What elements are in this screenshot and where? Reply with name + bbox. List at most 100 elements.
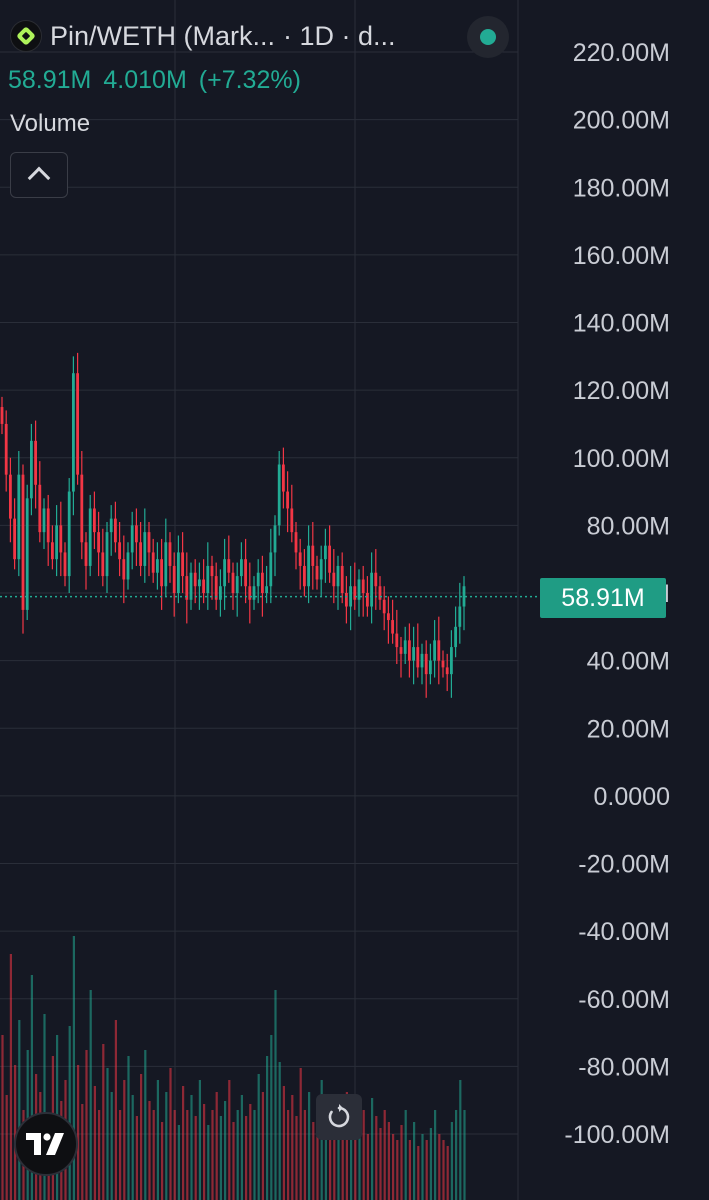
candle — [84, 532, 88, 590]
candle — [454, 606, 457, 658]
candle — [294, 521, 298, 570]
volume-bar — [274, 990, 277, 1200]
chart-grid — [0, 0, 519, 1200]
candle — [147, 521, 151, 577]
y-tick-label: -40.00M — [578, 918, 670, 946]
volume-bar — [173, 1110, 176, 1200]
market-status-button[interactable] — [467, 16, 509, 58]
candle — [412, 626, 415, 685]
volume-bar — [127, 1056, 130, 1200]
volume-bar — [308, 1092, 311, 1200]
volume-bar — [408, 1140, 411, 1200]
candle — [324, 528, 327, 583]
candle — [80, 450, 84, 560]
collapse-legend-button[interactable] — [10, 152, 68, 198]
volume-bar — [85, 1050, 88, 1200]
volume-bar — [211, 1110, 214, 1200]
volume-bar — [198, 1080, 201, 1200]
tradingview-logo-button[interactable] — [14, 1112, 78, 1176]
volume-bar — [232, 1122, 235, 1200]
volume-bar — [429, 1128, 432, 1200]
volume-bar — [316, 1104, 319, 1200]
chart-header: Pin/WETH (Mark... · 1D · d... — [10, 20, 396, 52]
candle — [139, 521, 142, 577]
volume-bar — [224, 1101, 227, 1200]
volume-bar — [270, 1035, 273, 1200]
candle — [366, 576, 369, 617]
volume-bar — [446, 1146, 449, 1200]
chevron-up-icon — [27, 166, 51, 190]
volume-bar — [438, 1134, 441, 1200]
volume-bar — [135, 1116, 138, 1200]
candle — [399, 636, 403, 678]
candle — [441, 650, 445, 678]
candle — [303, 549, 306, 597]
candle — [88, 494, 92, 577]
volume-bar — [379, 1128, 382, 1200]
volume-bar — [140, 1074, 143, 1200]
volume-bar — [190, 1095, 193, 1200]
candle — [416, 623, 420, 678]
candle — [130, 511, 134, 570]
y-tick-label: 80.00M — [587, 512, 670, 540]
volume-bar — [98, 1110, 101, 1200]
candle — [109, 505, 113, 556]
candle — [378, 576, 382, 610]
y-tick-label: 40.00M — [587, 648, 670, 676]
candle — [219, 569, 222, 617]
candle — [193, 559, 197, 604]
interval-label[interactable]: · 1D · d... — [283, 20, 396, 51]
symbol-title[interactable]: Pin/WETH (Mark... — [50, 20, 276, 51]
candle — [9, 457, 12, 543]
y-tick-label: 20.00M — [587, 715, 670, 743]
candle — [189, 562, 193, 610]
candle — [0, 396, 4, 435]
candle — [328, 525, 331, 583]
volume-bar — [110, 1092, 113, 1200]
volume-bar — [1, 1035, 4, 1200]
candle — [349, 565, 352, 631]
reset-chart-button[interactable] — [316, 1094, 362, 1140]
volume-bar — [329, 1125, 332, 1200]
volume-bar — [350, 1116, 353, 1200]
candle — [273, 515, 277, 577]
candle — [256, 559, 260, 604]
volume-bar — [156, 1080, 159, 1200]
candle — [353, 562, 357, 610]
candle — [370, 552, 373, 624]
candle — [198, 562, 201, 610]
volume-bar — [165, 1092, 168, 1200]
candle — [114, 501, 117, 553]
candle — [151, 538, 155, 583]
price-axis[interactable]: 220.00M 200.00M 180.00M 160.00M 140.00M 120.0… — [564, 39, 670, 1149]
volume-bar — [455, 1110, 458, 1200]
candle — [235, 562, 239, 617]
volume-bar — [215, 1092, 218, 1200]
candle — [261, 555, 264, 617]
candle — [156, 542, 159, 590]
candle — [122, 535, 126, 604]
candle — [13, 498, 16, 570]
volume-bar — [245, 1116, 248, 1200]
candle — [21, 464, 25, 634]
candle — [248, 562, 252, 624]
volume-bar — [93, 1086, 96, 1200]
candle — [34, 420, 37, 509]
y-tick-label: 140.00M — [573, 310, 670, 338]
volume-bar — [131, 1095, 134, 1200]
volume-bar — [287, 1110, 290, 1200]
volume-bar — [261, 1092, 264, 1200]
candle — [315, 555, 319, 590]
candle — [72, 356, 75, 516]
volume-bar — [68, 1026, 71, 1200]
volume-bar — [291, 1095, 294, 1200]
volume-bar — [333, 1098, 336, 1200]
volume-bar — [253, 1110, 256, 1200]
volume-bar — [228, 1080, 231, 1200]
reset-chart-icon — [328, 1104, 350, 1128]
candle — [51, 525, 54, 570]
volume-bar — [366, 1134, 369, 1200]
candle — [93, 491, 96, 550]
volume-bar — [387, 1122, 390, 1200]
candle — [143, 508, 147, 583]
